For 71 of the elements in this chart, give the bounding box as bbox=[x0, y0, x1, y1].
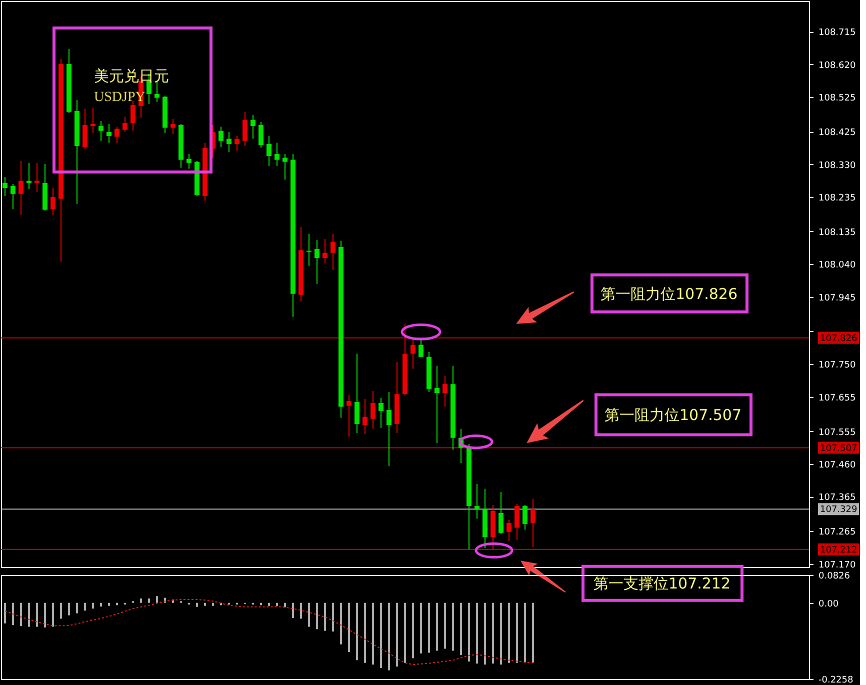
candlestick bbox=[530, 498, 536, 548]
candlestick bbox=[242, 111, 248, 147]
y-tick-label: 108.135 bbox=[818, 228, 856, 238]
annotation: 第一阻力位107.507 bbox=[604, 406, 742, 424]
candlestick bbox=[506, 519, 512, 542]
y-tick-label: 108.330 bbox=[818, 160, 856, 171]
candlestick bbox=[186, 153, 192, 170]
y-tick-label: 107.265 bbox=[818, 528, 856, 538]
candlestick bbox=[90, 107, 96, 134]
candlestick bbox=[2, 176, 8, 196]
candlestick bbox=[346, 394, 352, 438]
ref-line-label: 107.826 bbox=[820, 334, 858, 344]
candlestick bbox=[314, 239, 320, 284]
candlestick bbox=[498, 491, 504, 534]
ref-line-label: 107.212 bbox=[820, 545, 858, 556]
candlestick bbox=[18, 160, 24, 216]
candlestick bbox=[434, 365, 440, 444]
candlestick bbox=[354, 353, 360, 434]
candlestick bbox=[306, 233, 312, 266]
candlestick bbox=[514, 503, 520, 540]
candlestick bbox=[282, 153, 288, 180]
y-tick-label: 107.750 bbox=[818, 360, 856, 371]
line-series bbox=[4, 598, 534, 666]
candlestick bbox=[258, 121, 264, 148]
y-tick-label: 108.425 bbox=[818, 128, 856, 138]
y-tick-label: 0.00 bbox=[818, 599, 839, 610]
y-tick-label: 108.040 bbox=[818, 260, 856, 271]
candlestick bbox=[122, 116, 128, 132]
candlestick bbox=[50, 188, 56, 216]
y-tick-label: -0.2258 bbox=[818, 676, 854, 685]
candlestick bbox=[386, 392, 392, 467]
candlestick bbox=[114, 126, 120, 144]
y-tick-label: 108.235 bbox=[818, 194, 856, 204]
candlestick bbox=[226, 131, 232, 152]
candlestick bbox=[106, 123, 112, 144]
candlestick bbox=[370, 390, 376, 430]
candlestick bbox=[234, 136, 240, 152]
y-tick-label: 107.365 bbox=[818, 493, 856, 504]
candlestick bbox=[522, 504, 528, 530]
y-tick-label: 108.525 bbox=[818, 94, 856, 104]
annotation: 第一阻力位107.826 bbox=[600, 284, 738, 303]
candlestick bbox=[10, 183, 16, 210]
y-tick-label: 108.715 bbox=[818, 28, 856, 38]
ref-line-label: 107.507 bbox=[820, 444, 858, 454]
candlestick bbox=[442, 375, 448, 408]
candlestick bbox=[362, 398, 368, 435]
candlestick bbox=[26, 162, 32, 190]
annotation: 第一支撑位107.212 bbox=[593, 574, 731, 592]
y-tick-label: 107.170 bbox=[818, 560, 856, 570]
y-tick-label: 0.0826 bbox=[818, 572, 850, 582]
candlestick bbox=[274, 142, 280, 167]
candlestick bbox=[266, 136, 272, 167]
candlestick bbox=[218, 126, 224, 148]
candlestick bbox=[322, 238, 328, 264]
y-tick-label: 107.655 bbox=[818, 393, 856, 404]
ref-line-label: 107.329 bbox=[820, 505, 858, 516]
candlestick bbox=[330, 233, 336, 271]
candlestick bbox=[130, 100, 136, 132]
candlestick bbox=[34, 162, 40, 192]
candlestick bbox=[98, 120, 104, 142]
y-tick-label: 107.460 bbox=[818, 460, 856, 470]
y-tick-label: 107.945 bbox=[818, 293, 856, 304]
candlestick bbox=[170, 118, 176, 134]
candlestick bbox=[474, 483, 480, 520]
candlestick bbox=[250, 114, 256, 140]
candlestick bbox=[410, 339, 416, 370]
candlestick bbox=[82, 108, 88, 150]
y-tick-label: 107.555 bbox=[818, 428, 856, 438]
y-tick-label: 108.620 bbox=[818, 60, 856, 71]
text: 美元兑日元 bbox=[94, 67, 169, 85]
candlestick bbox=[378, 397, 384, 428]
